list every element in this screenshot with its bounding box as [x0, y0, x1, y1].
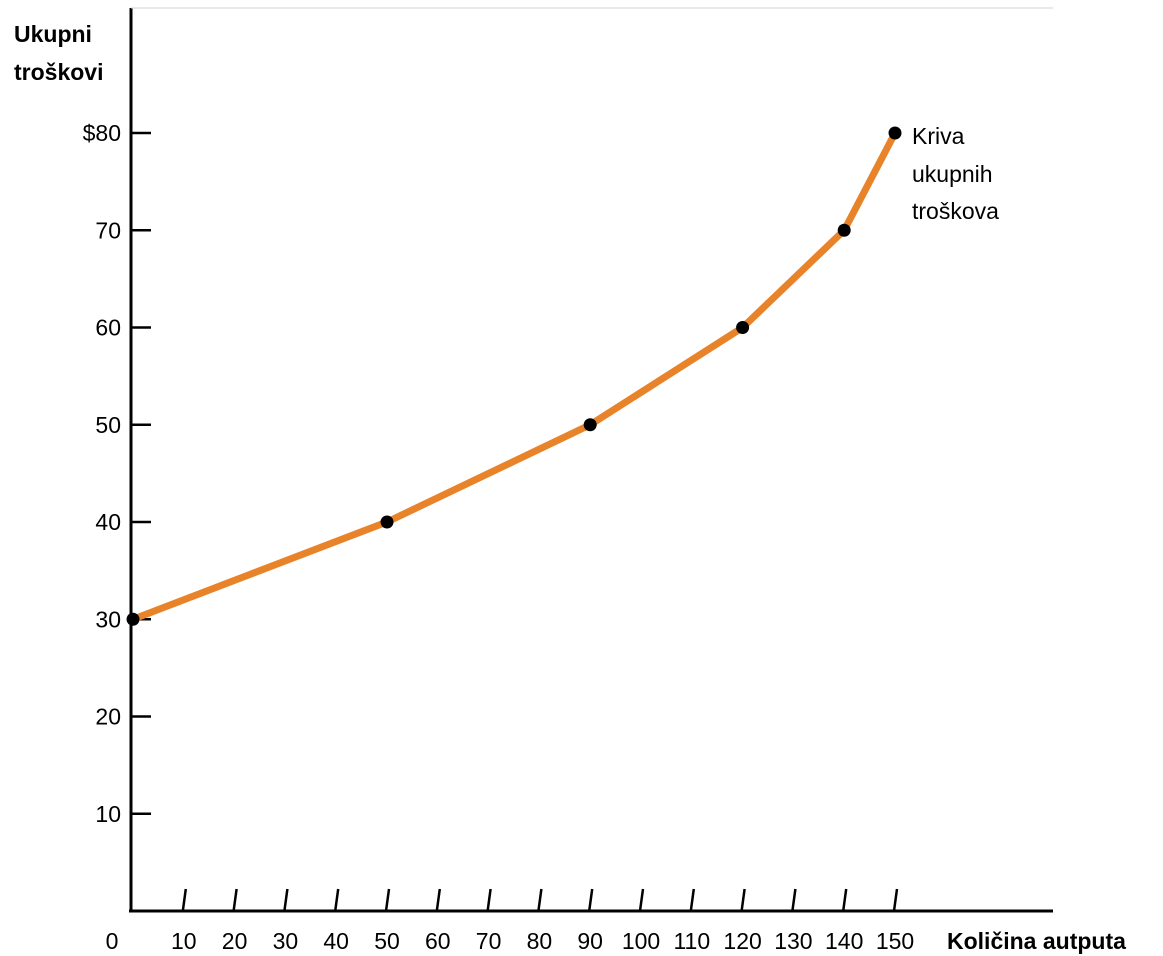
y-tick-label: 50 — [95, 412, 121, 438]
x-tick-mark — [384, 888, 391, 912]
x-tick-label: 120 — [723, 928, 761, 954]
y-axis-title-line-1: Ukupni — [14, 21, 92, 47]
x-tick-label: 150 — [876, 928, 914, 954]
curve-annotation-line-1: Kriva — [912, 123, 965, 149]
x-tick-mark — [435, 888, 442, 912]
x-tick-label: 90 — [577, 928, 603, 954]
y-tick-label: 30 — [95, 606, 121, 632]
x-tick-label: 40 — [323, 928, 349, 954]
x-tick-mark — [587, 888, 594, 912]
x-tick-mark — [892, 888, 899, 912]
x-tick-label: 50 — [374, 928, 400, 954]
x-ticks: 0 10 20 30 40 50 60 70 80 90 100 110 120 130 140 150 — [106, 888, 914, 954]
x-tick-label: 80 — [527, 928, 553, 954]
x-tick-label: 0 — [106, 928, 119, 954]
curve-annotation-line-3: troškova — [912, 198, 999, 224]
x-tick-mark — [638, 888, 645, 912]
y-tick-label: 40 — [95, 509, 121, 535]
data-point — [736, 321, 750, 334]
y-tick-label: 20 — [95, 704, 121, 730]
axes — [129, 7, 1053, 913]
x-tick-label: 130 — [774, 928, 812, 954]
x-tick-mark — [283, 888, 289, 912]
data-point — [380, 515, 394, 529]
x-tick-label: 100 — [622, 928, 660, 954]
x-tick-mark — [740, 888, 746, 912]
data-point — [126, 612, 140, 626]
y-axis-title-line-2: troškovi — [14, 59, 103, 85]
x-tick-label: 20 — [222, 928, 248, 954]
y-tick-label: $80 — [83, 120, 121, 146]
x-tick-mark — [333, 888, 340, 912]
y-tick-label: 10 — [95, 801, 121, 827]
data-point — [888, 126, 902, 140]
x-tick-label: 110 — [673, 928, 710, 954]
x-tick-mark — [689, 888, 696, 912]
total-cost-curve — [129, 129, 899, 623]
series — [126, 126, 902, 626]
labels: Ukupni troškovi Količina autputa Kriva u… — [14, 21, 1126, 954]
x-tick-label: 30 — [273, 928, 299, 954]
x-axis-title: Količina autputa — [947, 928, 1126, 954]
x-tick-label: 10 — [171, 928, 197, 954]
y-ticks: 10 20 30 40 50 60 70 $80 — [83, 120, 151, 827]
x-tick-mark — [232, 888, 238, 912]
y-tick-label: 60 — [95, 315, 121, 341]
x-tick-mark — [181, 888, 188, 912]
y-tick-label: 70 — [95, 217, 121, 243]
x-tick-label: 70 — [476, 928, 502, 954]
x-tick-mark — [791, 888, 797, 912]
x-tick-label: 140 — [825, 928, 863, 954]
x-tick-mark — [486, 888, 492, 912]
data-point — [837, 223, 851, 237]
x-tick-mark — [537, 888, 543, 912]
x-tick-mark — [841, 888, 848, 912]
x-tick-label: 60 — [425, 928, 451, 954]
curve-annotation-line-2: ukupnih — [912, 161, 993, 187]
data-point — [583, 418, 597, 432]
